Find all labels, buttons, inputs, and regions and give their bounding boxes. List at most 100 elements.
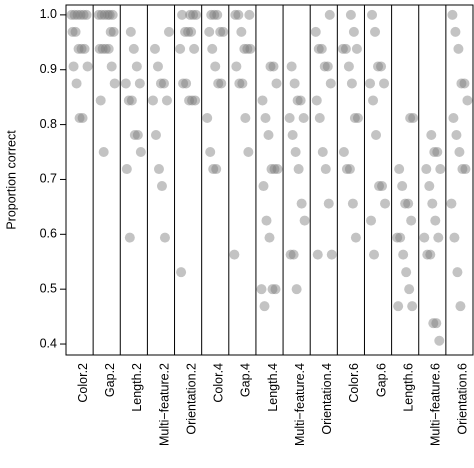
y-tick-label: 1.0 — [40, 7, 57, 21]
data-point — [155, 78, 166, 89]
data-point — [448, 113, 459, 124]
data-point — [237, 78, 248, 89]
data-point — [435, 164, 446, 175]
data-point — [109, 78, 120, 89]
data-point — [454, 147, 465, 158]
data-point — [79, 43, 90, 54]
x-tick-label: Orientation.6 — [456, 363, 470, 435]
data-point — [374, 181, 385, 192]
data-point — [256, 284, 267, 295]
data-point — [128, 43, 139, 54]
y-axis-label: Proportion correct — [4, 130, 18, 230]
data-point — [431, 318, 442, 329]
data-point — [259, 301, 270, 312]
data-point — [299, 215, 310, 226]
data-point — [102, 9, 113, 20]
data-point — [451, 130, 462, 141]
data-point — [183, 26, 194, 37]
data-point — [150, 130, 161, 141]
data-point — [156, 181, 167, 192]
data-point — [343, 61, 354, 72]
data-point — [421, 164, 432, 175]
data-point — [93, 9, 104, 20]
data-point — [310, 26, 321, 37]
data-point — [350, 232, 361, 243]
data-point — [351, 43, 362, 54]
data-point — [265, 61, 276, 72]
data-point — [81, 9, 92, 20]
x-tick-label: Length.2 — [130, 363, 144, 412]
data-point — [181, 78, 192, 89]
data-point — [403, 198, 414, 209]
data-point — [264, 232, 275, 243]
data-point — [419, 232, 430, 243]
data-point — [177, 9, 188, 20]
data-point — [261, 215, 272, 226]
data-point — [352, 113, 363, 124]
data-point — [132, 130, 143, 141]
data-point — [408, 113, 419, 124]
data-point — [271, 78, 282, 89]
data-point — [434, 335, 445, 346]
data-point — [213, 78, 224, 89]
data-point — [432, 147, 443, 158]
x-tick-label: Multi−feature.2 — [157, 363, 171, 446]
data-point — [70, 26, 81, 37]
x-tick-label: Color.2 — [76, 363, 90, 403]
x-tick-label: Gap.6 — [374, 363, 388, 397]
data-point — [367, 9, 378, 20]
data-point — [407, 301, 418, 312]
data-point — [272, 164, 283, 175]
data-point — [398, 249, 409, 260]
data-point — [288, 249, 299, 260]
data-point — [207, 43, 218, 54]
data-point — [340, 43, 351, 54]
data-point — [94, 43, 105, 54]
data-point — [452, 267, 463, 278]
data-point — [267, 284, 278, 295]
x-tick-label: Gap.2 — [103, 363, 117, 397]
data-point — [103, 43, 114, 54]
data-point — [425, 249, 436, 260]
data-point — [457, 164, 468, 175]
data-point — [233, 9, 244, 20]
data-point — [240, 113, 251, 124]
data-point — [400, 198, 411, 209]
data-point — [212, 9, 223, 20]
data-point — [395, 232, 406, 243]
data-point — [191, 9, 202, 20]
data-point — [323, 198, 334, 209]
data-point — [289, 78, 300, 89]
data-point — [71, 78, 82, 89]
x-tick-label: Color.4 — [212, 363, 226, 403]
data-point — [322, 61, 333, 72]
data-point — [291, 284, 302, 295]
data-point — [188, 9, 199, 20]
data-point — [245, 43, 256, 54]
data-point — [149, 43, 160, 54]
data-point — [129, 130, 140, 141]
data-point — [158, 78, 169, 89]
data-point — [107, 9, 118, 20]
data-point — [216, 78, 227, 89]
x-tick-label: Length.4 — [266, 363, 280, 412]
y-tick-label: 0.8 — [40, 117, 57, 131]
data-point — [77, 113, 88, 124]
data-point — [180, 26, 191, 37]
data-point — [67, 26, 78, 37]
data-point — [153, 164, 164, 175]
data-point — [124, 232, 135, 243]
y-tick-label: 0.4 — [40, 336, 57, 350]
data-point — [215, 26, 226, 37]
data-point — [430, 215, 441, 226]
data-point — [459, 78, 470, 89]
data-point — [450, 26, 461, 37]
data-point — [260, 113, 271, 124]
data-point — [460, 164, 471, 175]
data-point — [462, 95, 473, 106]
data-point — [449, 232, 460, 243]
data-point — [134, 78, 145, 89]
plot-frame — [65, 4, 474, 356]
data-point — [325, 78, 336, 89]
data-point — [74, 113, 85, 124]
